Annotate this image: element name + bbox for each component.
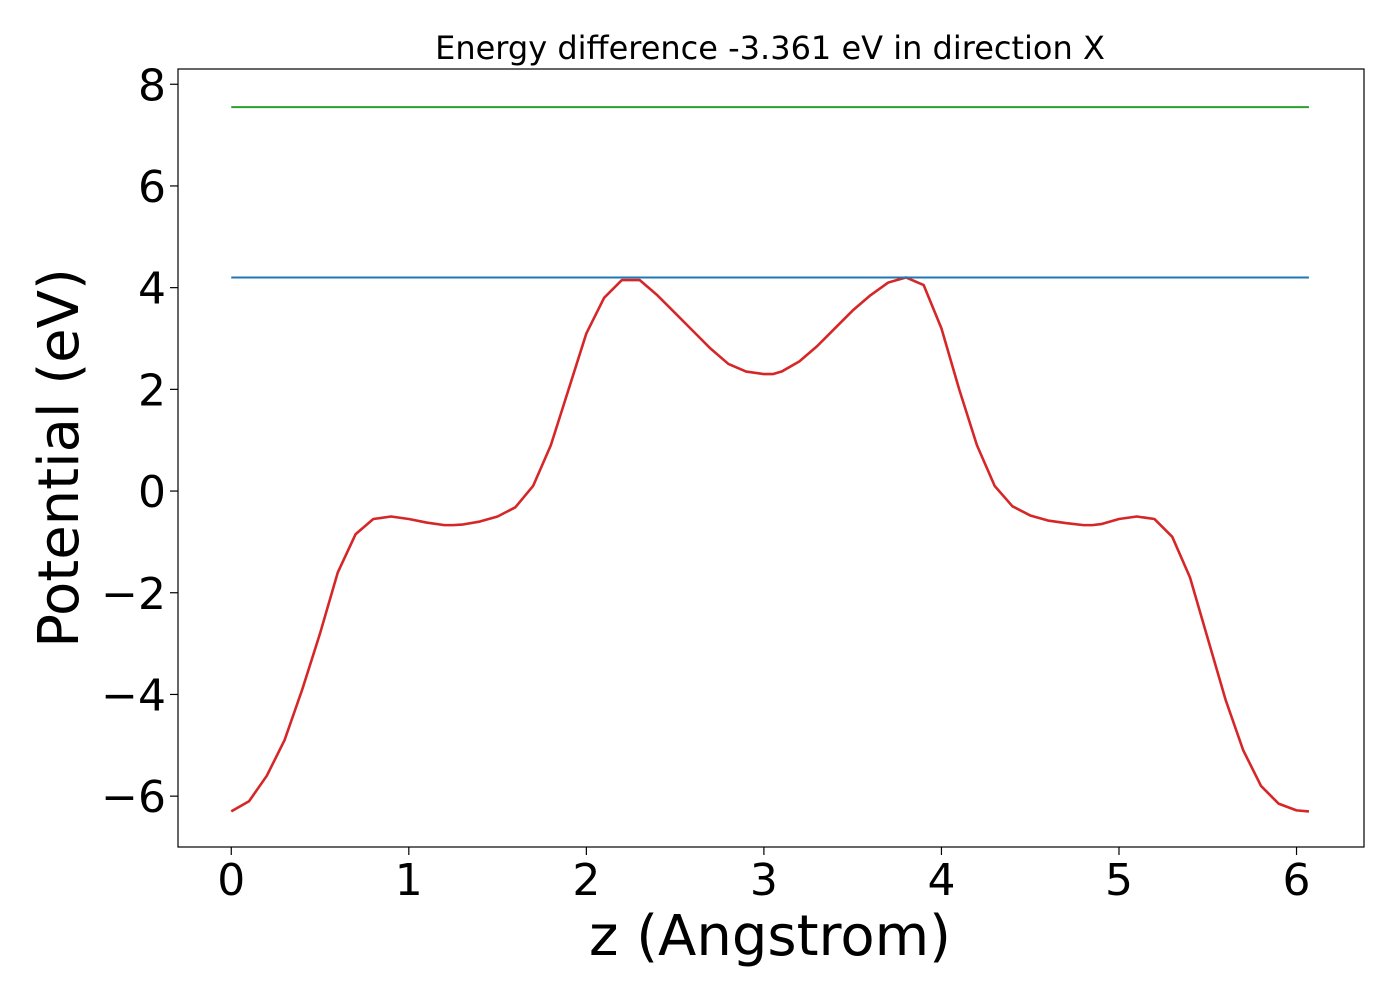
y-tick-label: −4 (101, 670, 166, 721)
y-tick-label: 4 (138, 264, 166, 315)
y-tick-label: 6 (138, 162, 166, 213)
series-line-1 (230, 276, 1310, 813)
x-tick-label: 2 (572, 855, 600, 906)
x-tick-label: 3 (750, 855, 778, 906)
y-tick-label: −6 (101, 772, 166, 823)
x-tick-label: 6 (1283, 855, 1311, 906)
y-tick-label: 0 (138, 467, 166, 518)
x-axis-label: z (Angstrom) (589, 904, 951, 969)
y-tick-label: −2 (101, 569, 166, 620)
y-axis-ticks: 8 6 4 2 0 −2 −4 −6 (101, 60, 178, 823)
chart-title: Energy difference -3.361 eV in direction… (435, 29, 1105, 67)
x-axis-ticks: 0 1 2 3 4 5 6 (217, 847, 1311, 906)
y-tick-label: 2 (138, 365, 166, 416)
x-tick-label: 5 (1105, 855, 1133, 906)
plot-frame (177, 68, 1365, 848)
x-tick-label: 4 (927, 855, 955, 906)
y-tick-label: 8 (138, 60, 166, 111)
series-layer (230, 106, 1310, 813)
x-tick-label: 1 (395, 855, 423, 906)
x-tick-label: 0 (217, 855, 245, 906)
y-axis-label: Potential (eV) (27, 268, 92, 648)
